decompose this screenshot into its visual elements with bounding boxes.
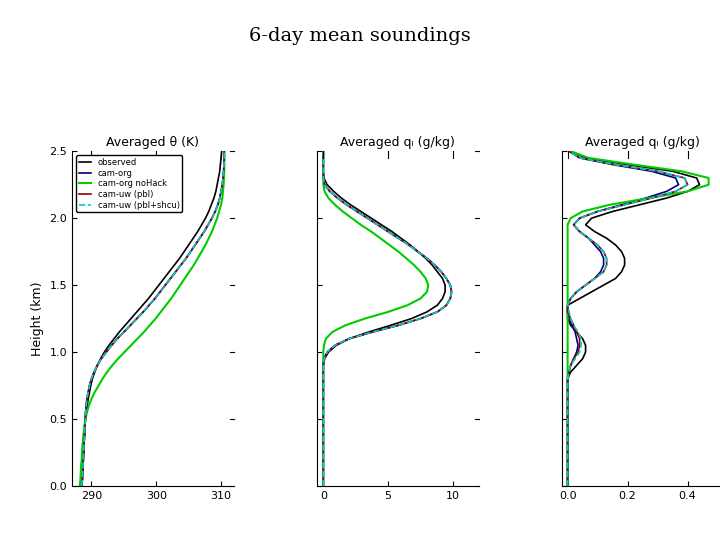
observed (78, 483, 86, 489)
observed (170, 262, 179, 268)
cam-org (220, 154, 229, 161)
Y-axis label: Height (km): Height (km) (31, 281, 44, 356)
cam-org noHack (189, 262, 198, 268)
cam-uw (pbl) (85, 382, 94, 389)
cam-org (87, 376, 96, 382)
cam-org noHack (220, 148, 229, 154)
Line: cam-org noHack: cam-org noHack (80, 151, 225, 486)
observed (82, 409, 91, 416)
cam-org noHack (83, 409, 91, 416)
cam-org (191, 242, 199, 248)
Line: cam-uw (pbl): cam-uw (pbl) (82, 151, 225, 486)
Title: Averaged θ (K): Averaged θ (K) (107, 136, 199, 148)
cam-org noHack (220, 154, 229, 161)
cam-uw (pbl+shcu) (85, 382, 94, 389)
cam-org noHack (76, 483, 84, 489)
cam-org (220, 148, 229, 154)
cam-uw (pbl) (87, 376, 96, 382)
cam-org (78, 483, 86, 489)
cam-uw (pbl+shcu) (220, 154, 229, 161)
cam-uw (pbl+shcu) (87, 376, 96, 382)
cam-uw (pbl) (176, 262, 185, 268)
Title: Averaged qₗ (g/kg): Averaged qₗ (g/kg) (585, 136, 700, 148)
Line: observed: observed (82, 151, 222, 486)
Title: Averaged qₗ (g/kg): Averaged qₗ (g/kg) (341, 136, 455, 148)
cam-uw (pbl+shcu) (176, 262, 185, 268)
cam-uw (pbl) (191, 242, 199, 248)
observed (217, 148, 226, 154)
cam-org noHack (98, 376, 107, 382)
cam-uw (pbl+shcu) (81, 409, 90, 416)
observed (184, 242, 193, 248)
cam-org noHack (94, 382, 103, 389)
cam-uw (pbl+shcu) (78, 483, 86, 489)
cam-org (81, 409, 90, 416)
cam-uw (pbl+shcu) (191, 242, 199, 248)
observed (217, 154, 225, 161)
cam-org (85, 382, 94, 389)
cam-org noHack (201, 242, 210, 248)
cam-uw (pbl) (220, 148, 229, 154)
cam-uw (pbl+shcu) (220, 148, 229, 154)
Legend: observed, cam-org, cam-org noHack, cam-uw (pbl), cam-uw (pbl+shcu): observed, cam-org, cam-org noHack, cam-u… (76, 156, 182, 212)
observed (88, 376, 96, 382)
cam-uw (pbl) (81, 409, 90, 416)
cam-uw (pbl) (220, 154, 229, 161)
cam-org (176, 262, 185, 268)
Line: cam-org: cam-org (82, 151, 225, 486)
observed (86, 382, 95, 389)
Text: 6-day mean soundings: 6-day mean soundings (249, 27, 471, 45)
Line: cam-uw (pbl+shcu): cam-uw (pbl+shcu) (82, 151, 225, 486)
cam-uw (pbl) (78, 483, 86, 489)
